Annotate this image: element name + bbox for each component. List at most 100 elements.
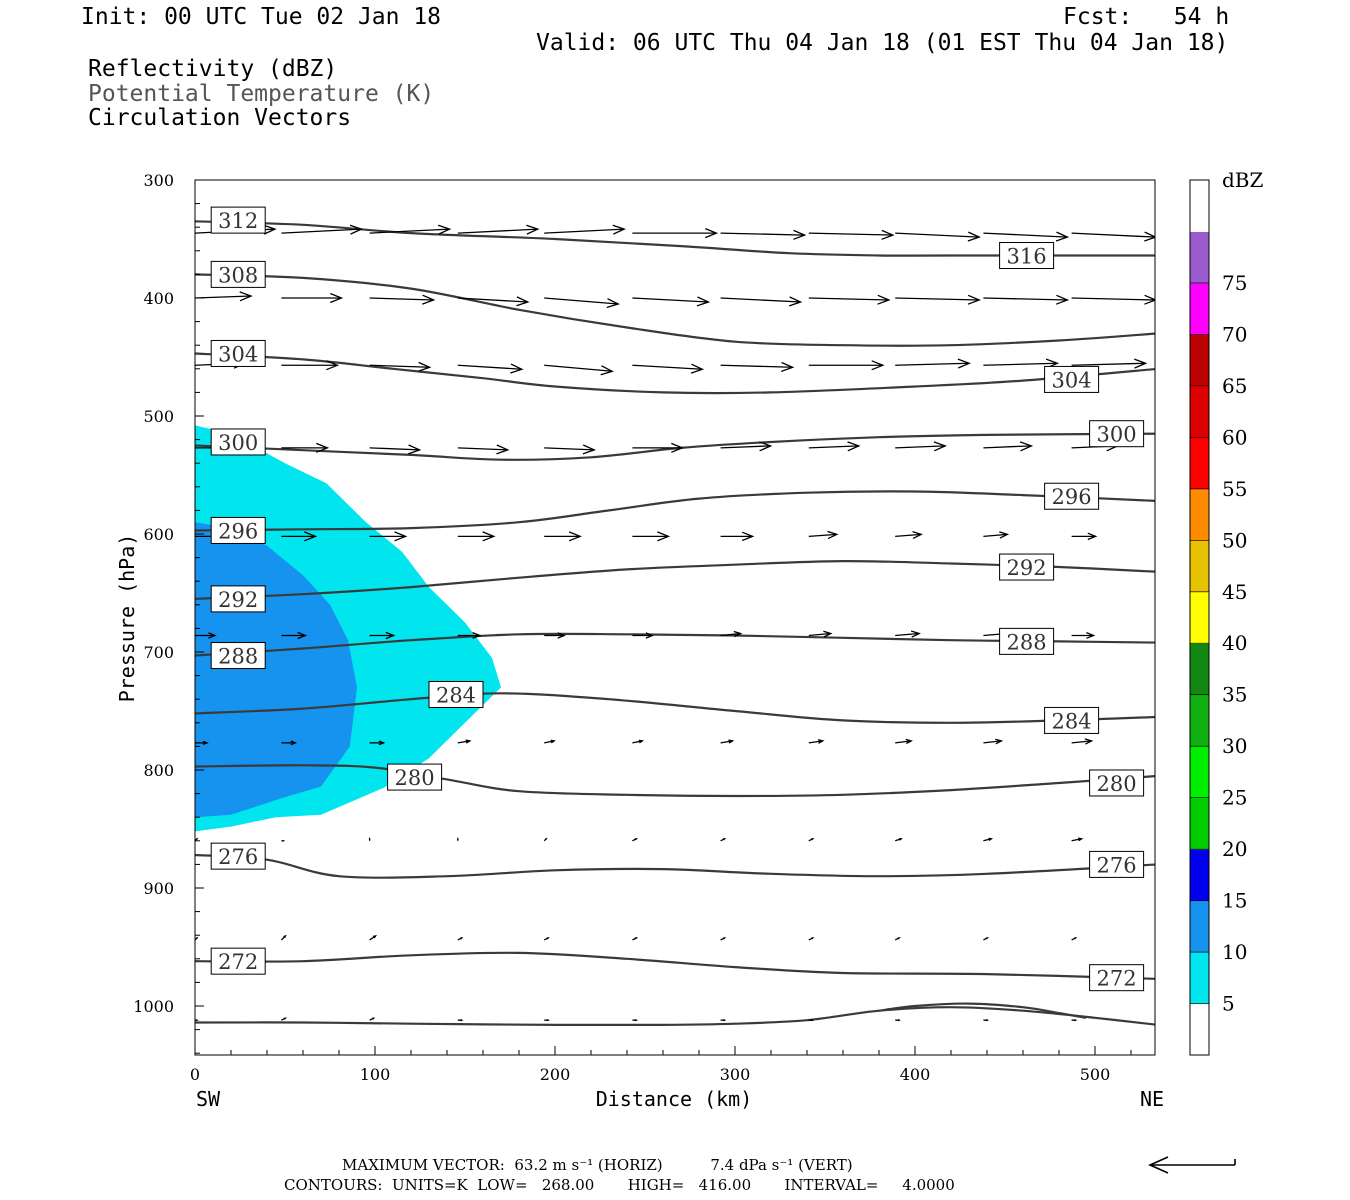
contour-label-box (1044, 706, 1100, 734)
circulation-vector (983, 738, 1004, 745)
contour-label-292: 292 (999, 553, 1055, 581)
circulation-vector (1158, 633, 1178, 638)
circulation-vector (720, 296, 803, 307)
circulation-vector (1158, 740, 1178, 745)
circulation-vector (544, 1019, 550, 1022)
circulation-vector (544, 364, 614, 376)
colorbar-swatch (1190, 849, 1209, 902)
y-tick-label: 400 (143, 289, 174, 308)
x-tick-label: 300 (720, 1065, 751, 1084)
circulation-vector (1071, 1019, 1078, 1022)
theta-contour-272 (195, 951, 1155, 980)
circulation-vector (281, 839, 286, 842)
circulation-vector (632, 363, 705, 374)
contour-label-text: 272 (1097, 967, 1137, 991)
colorbar-swatch (1190, 746, 1209, 799)
circulation-vector (720, 838, 727, 842)
circulation-vector (369, 531, 408, 542)
circulation-vector (808, 530, 839, 540)
circulation-vector (457, 937, 464, 941)
circulation-vector (1158, 938, 1162, 940)
circulation-vector (808, 838, 815, 842)
circulation-vector (1071, 532, 1098, 541)
circulation-vector (983, 294, 1070, 305)
theta-contour-296 (195, 490, 1155, 532)
circulation-vector (808, 441, 861, 452)
y-tick-label: 800 (143, 761, 174, 780)
contour-label-box (210, 585, 266, 613)
circulation-vector (895, 738, 913, 745)
colorbar-level-label: 30 (1222, 734, 1247, 758)
circulation-vector (895, 358, 971, 369)
circulation-vector (457, 444, 510, 455)
contour-label-box (210, 842, 266, 870)
contour-label-text: 304 (1052, 368, 1092, 392)
colorbar-level-label: 20 (1222, 837, 1247, 861)
contour-label-280: 280 (387, 763, 443, 791)
x-tick-label: 500 (1080, 1065, 1111, 1084)
contour-label-box (210, 260, 266, 288)
circulation-vector (457, 631, 482, 639)
circulation-vector (632, 531, 671, 542)
circulation-vector (720, 531, 755, 542)
x-tick-label: 200 (540, 1065, 571, 1084)
contour-label-272: 272 (1089, 964, 1145, 992)
circulation-vector (544, 531, 582, 542)
circulation-vector (983, 531, 1010, 539)
y-tick-label: 1000 (133, 997, 174, 1016)
colorbar-swatch (1190, 231, 1209, 284)
colorbar-level-label: 10 (1222, 940, 1247, 964)
colorbar-swatch (1190, 180, 1209, 232)
y-axis-title: Pressure (hPa) (115, 534, 139, 703)
theta-contour-292 (195, 559, 1155, 600)
contour-label-text: 300 (218, 431, 258, 455)
colorbar-swatch (1190, 282, 1209, 335)
contour-label-296: 296 (210, 516, 266, 544)
contour-label-text: 304 (218, 342, 258, 366)
circulation-vector (369, 1017, 376, 1021)
circulation-vector (632, 739, 645, 744)
contour-label-276: 276 (210, 842, 266, 870)
circulation-vector (281, 740, 298, 746)
circulation-vector (720, 441, 773, 452)
circulation-vector (983, 837, 994, 842)
contour-label-box (210, 516, 266, 544)
x-tick-label: 100 (360, 1065, 391, 1084)
contour-label-text: 312 (218, 209, 258, 233)
colorbar-frame (1189, 179, 1210, 1056)
circulation-vector (1071, 631, 1096, 639)
circulation-vector (983, 937, 989, 941)
colorbar-level-label: 75 (1222, 271, 1247, 295)
circulation-vector (720, 1019, 727, 1022)
circulation-vector (632, 442, 685, 453)
circulation-vector (1071, 294, 1155, 305)
theta-contour-unlabeled (878, 1002, 1087, 1019)
contour-label-box (210, 339, 266, 367)
circulation-vector (369, 444, 422, 455)
contour-label-308: 308 (210, 260, 266, 288)
contour-label-312: 312 (210, 206, 266, 234)
circulation-vector (544, 297, 620, 309)
contour-label-box (999, 627, 1055, 655)
contour-label-box (428, 680, 484, 708)
contour-label-box (1044, 365, 1100, 393)
theta-contour-312 (195, 220, 1155, 257)
circulation-vector (544, 632, 566, 639)
colorbar-swatch (1190, 797, 1209, 850)
circulation-vector (457, 224, 540, 235)
circulation-vector (280, 934, 287, 941)
circulation-vector (720, 361, 795, 373)
contour-label-text: 300 (1097, 423, 1137, 447)
theta-contour-288 (195, 632, 1155, 657)
colorbar-level-label: 60 (1222, 425, 1247, 449)
circulation-vector (544, 739, 556, 744)
contour-label-box (1089, 850, 1145, 878)
contour-label-316: 316 (999, 242, 1055, 270)
circulation-vector (1071, 358, 1148, 369)
circulation-vector (983, 231, 1070, 242)
contour-label-text: 288 (1007, 630, 1047, 654)
circulation-vector (543, 837, 548, 842)
contour-label-box (999, 242, 1055, 270)
circulation-vector (369, 361, 432, 372)
